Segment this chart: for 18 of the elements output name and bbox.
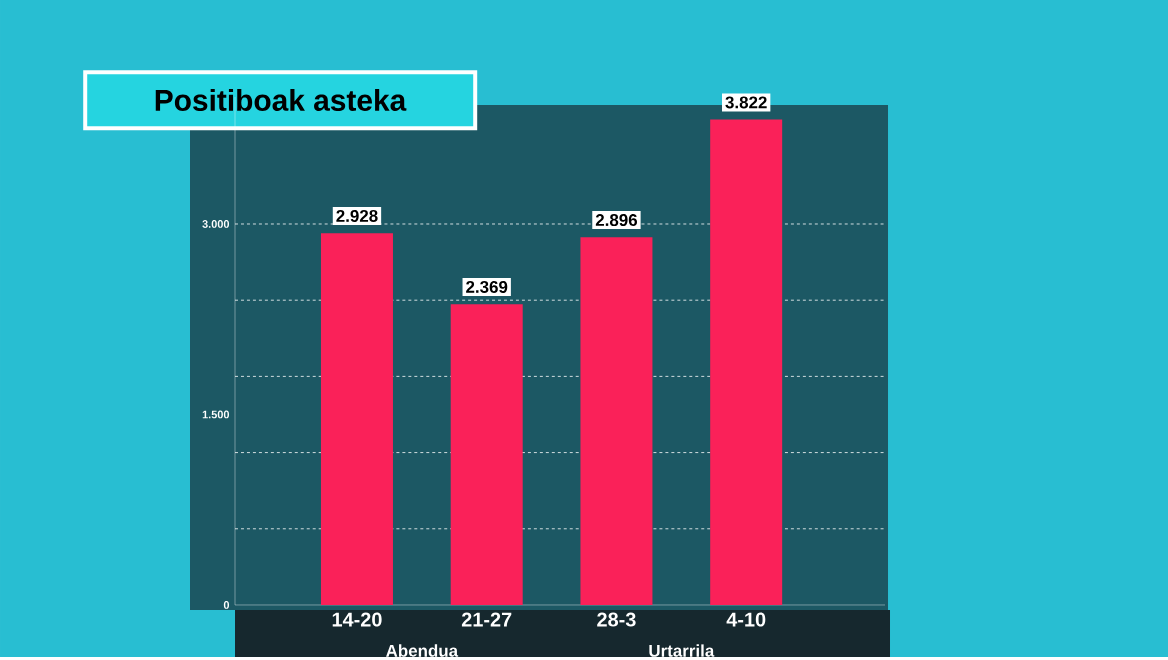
x-tick-label: 4-10	[726, 612, 766, 627]
x-tick-label: 21-27	[461, 612, 512, 627]
y-tick-label: 0	[223, 601, 230, 609]
bar	[580, 237, 653, 605]
x-tick-label: 14-20	[332, 612, 382, 627]
bar	[320, 233, 393, 605]
text: Urtarrila	[649, 644, 715, 657]
data-label: 2.928	[336, 209, 378, 222]
x-tick-label: 28-3	[597, 612, 636, 627]
data-label: 2.896	[595, 213, 638, 226]
bar	[710, 119, 783, 605]
y-tick-label: 3.000	[202, 220, 230, 228]
data-label: 2.369	[466, 280, 508, 293]
text: Abendua	[386, 644, 459, 657]
bar	[450, 304, 523, 605]
chart-title: Positiboak asteka	[155, 88, 407, 111]
y-tick-label: 1.500	[202, 410, 230, 419]
data-label: 3.822	[725, 96, 767, 109]
